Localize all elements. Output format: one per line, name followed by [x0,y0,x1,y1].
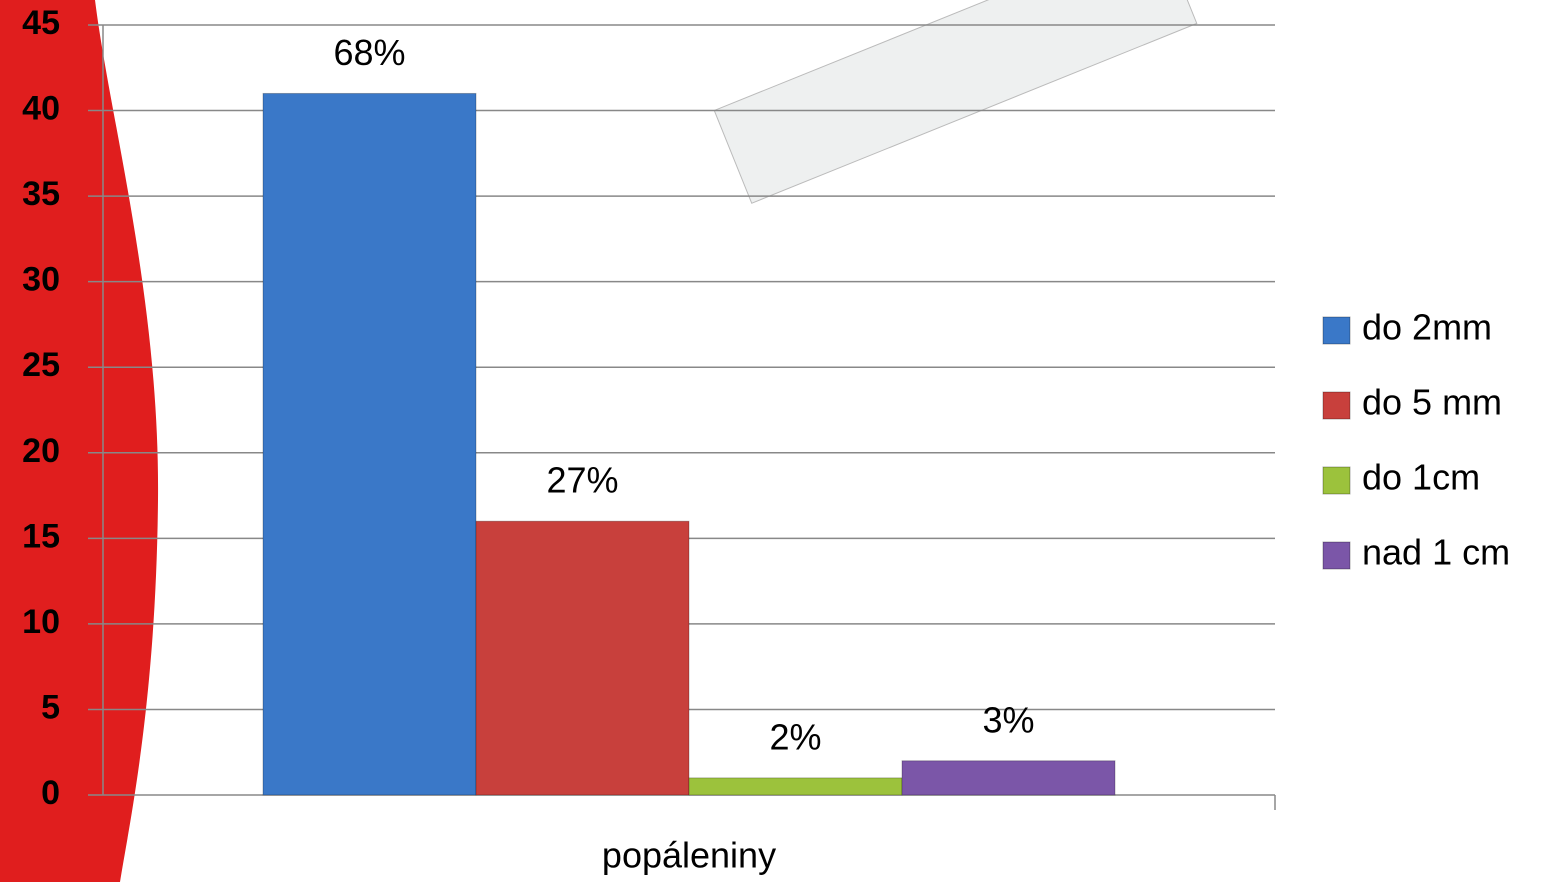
bar [262,92,477,796]
legend-label: do 2mm [1362,307,1492,348]
ruler [713,0,1198,204]
y-tick-label: 15 [22,517,60,555]
legend-label: nad 1 cm [1362,532,1510,573]
bar [475,520,690,796]
legend-label: do 5 mm [1362,382,1502,423]
x-tick-label: popáleniny [602,835,776,876]
value-label: 27% [546,460,618,501]
legend-swatch [1322,466,1351,495]
value-label: 68% [333,32,405,73]
bar [688,777,903,796]
value-label: 2% [769,716,821,757]
y-tick-label: 40 [22,90,60,128]
y-tick-label: 25 [22,346,60,384]
y-tick-label: 10 [22,603,60,641]
ruler-decoration [713,0,1198,204]
y-tick-label: 5 [41,688,60,726]
y-tick-label: 35 [22,175,60,213]
y-tick-label: 20 [22,432,60,470]
legend-swatch [1322,391,1351,420]
legend-label: do 1cm [1362,457,1480,498]
y-tick-label: 45 [22,4,60,42]
side-decoration [0,0,159,882]
y-tick-label: 30 [22,261,60,299]
legend-swatch [1322,541,1351,570]
y-tick-label: 0 [41,774,60,812]
value-label: 3% [982,699,1034,740]
bar [901,760,1116,796]
legend-swatch [1322,316,1351,345]
